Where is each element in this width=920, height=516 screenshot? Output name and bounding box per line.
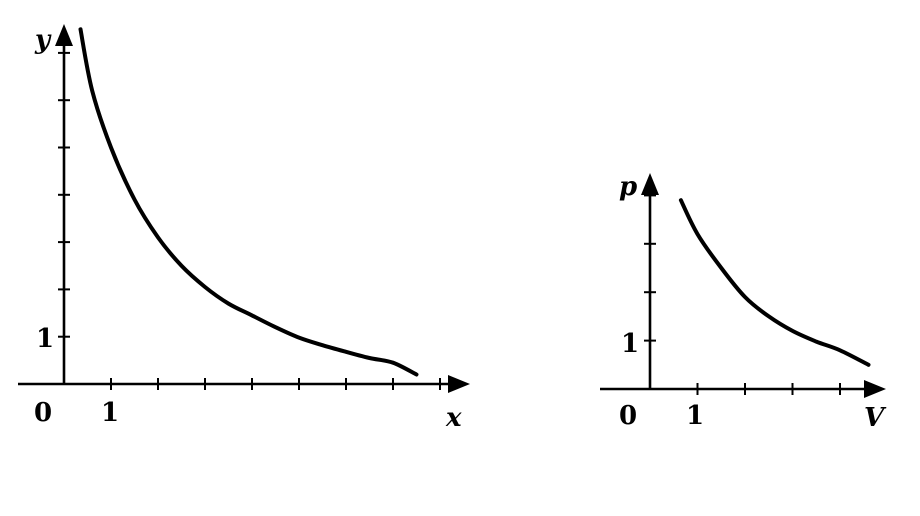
y-tick-label: 1	[621, 329, 639, 359]
chart-y-vs-x: 0 1 1 x y	[18, 24, 470, 433]
x-tick-label: 1	[101, 398, 119, 428]
x-axis-label: x	[445, 403, 462, 433]
y-tick-label: 1	[36, 324, 54, 354]
y-axis-ticks	[58, 51, 70, 338]
y-axis-arrowhead	[641, 173, 659, 195]
origin-label: 0	[34, 398, 52, 428]
x-axis-label: V	[864, 403, 887, 433]
y-axis-label: p	[619, 172, 637, 202]
x-tick-label: 1	[686, 401, 704, 431]
x-axis-ticks	[696, 383, 841, 395]
x-axis-ticks	[110, 378, 441, 390]
curve	[78, 27, 419, 377]
chart-p-vs-V: 0 1 1 V p	[600, 172, 887, 433]
y-axis-ticks	[644, 194, 656, 342]
y-axis-label: y	[34, 25, 52, 55]
x-axis-arrowhead	[864, 380, 886, 398]
curve	[678, 198, 871, 367]
y-axis-arrowhead	[55, 24, 73, 46]
origin-label: 0	[619, 401, 637, 431]
x-axis-arrowhead	[448, 375, 470, 393]
